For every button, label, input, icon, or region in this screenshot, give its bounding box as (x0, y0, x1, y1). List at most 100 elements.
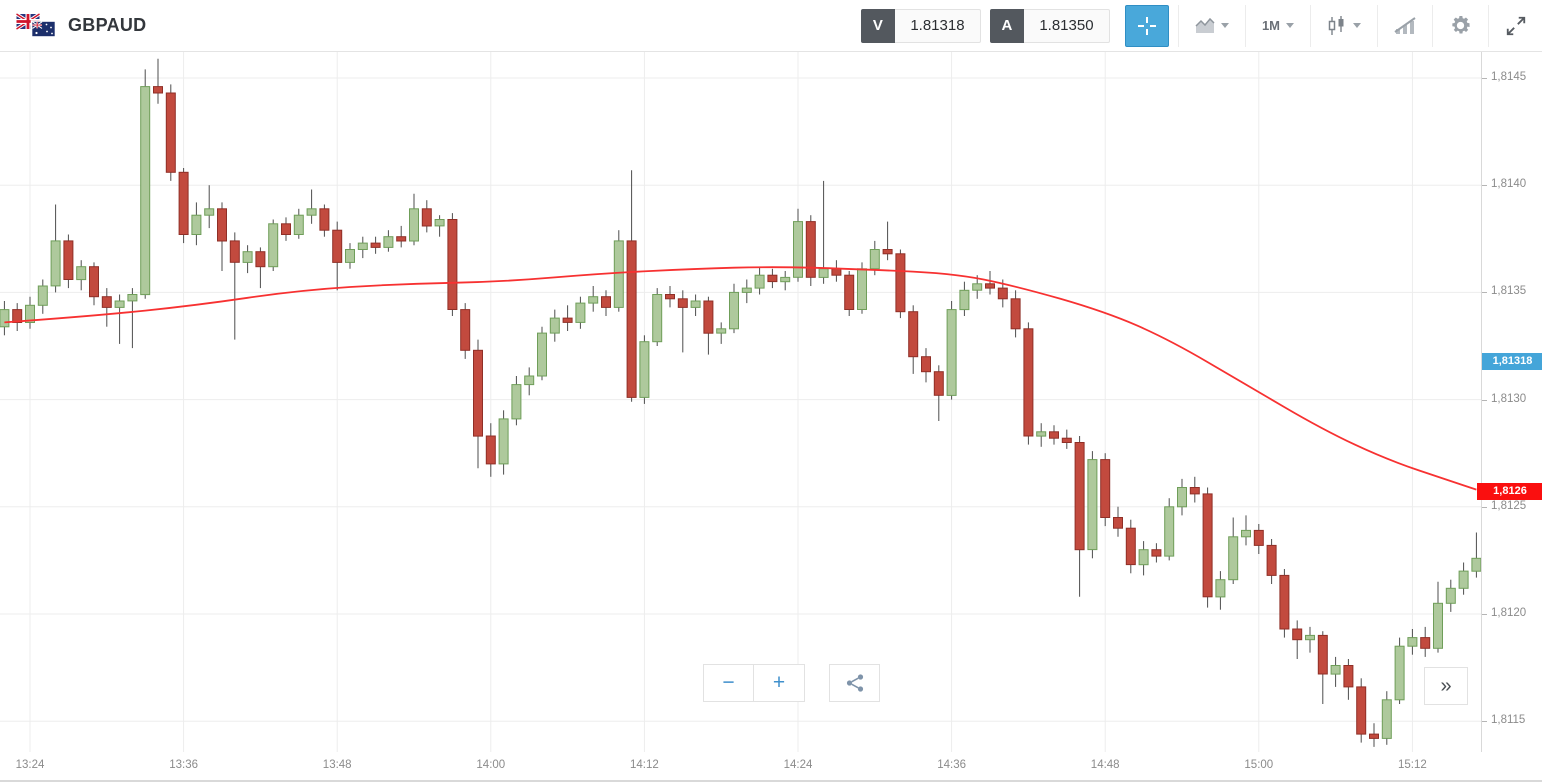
candle-up (1330, 665, 1341, 675)
candle-up (268, 223, 279, 268)
y-axis-label: 1,8125 (1481, 499, 1527, 512)
share-button[interactable] (829, 664, 880, 702)
crosshair-icon (1137, 16, 1156, 35)
timeframe-dropdown[interactable]: 1M (1255, 5, 1301, 47)
sell-letter[interactable]: V (860, 8, 895, 43)
candle-up (204, 208, 215, 216)
symbol-title: GBPAUD (68, 15, 147, 35)
candle-up (716, 328, 727, 334)
candle-up (76, 266, 87, 281)
candle-down (217, 208, 227, 242)
chart-region: 1,81318 1,8126 1,8145 1,8140 1,8135 1,8130 1… (0, 52, 1542, 782)
candle-down (831, 268, 842, 276)
candle-down (447, 219, 458, 310)
candlestick-chart[interactable] (0, 52, 1481, 752)
y-axis-label: 1,8115 (1481, 714, 1526, 727)
candle-down (895, 253, 906, 313)
candle-down (1151, 549, 1162, 557)
candle-down (1010, 298, 1021, 330)
zoom-in-button[interactable]: + (754, 664, 805, 702)
candle-up (1138, 549, 1149, 566)
gbpaud-flag-icon (16, 13, 56, 38)
candle-up (37, 285, 48, 306)
buy-price[interactable]: 1.81350 (1023, 8, 1110, 43)
zoom-out-button[interactable]: − (703, 664, 754, 702)
candle-down (882, 249, 893, 255)
candle-up (1433, 602, 1443, 649)
candle-up (50, 240, 61, 287)
candle-up (0, 309, 10, 328)
candle-up (1215, 579, 1226, 598)
candle-up (613, 240, 624, 308)
candle-down (1317, 634, 1328, 675)
buy-button[interactable]: A 1.81350 (989, 8, 1110, 43)
candle-down (473, 349, 483, 437)
y-axis-label: 1,8120 (1481, 607, 1527, 619)
candle-up (729, 291, 739, 330)
chart-type-dropdown[interactable] (1188, 5, 1236, 47)
candle-up (639, 341, 650, 398)
time-axis[interactable]: 13:24 13:36 13:48 14:00 14:12 14:24 14:36 14:48… (0, 752, 1481, 782)
candle-down (767, 274, 778, 283)
candle-down (319, 208, 330, 231)
x-axis-label: 15:00 (1244, 759, 1274, 771)
candle-down (985, 283, 995, 289)
expand-icon (1506, 16, 1526, 35)
candle-down (332, 229, 343, 263)
collapse-panel-button[interactable]: » (1424, 667, 1468, 705)
candle-up (409, 208, 419, 242)
candle-down (485, 435, 496, 465)
candle-down (921, 356, 931, 373)
timeframe-label: 1M (1261, 18, 1280, 33)
candle-up (1471, 557, 1481, 572)
candle-down (101, 296, 112, 308)
candle-up (114, 300, 125, 308)
candle-up (793, 221, 803, 278)
gear-icon (1452, 16, 1470, 34)
candle-down (933, 371, 944, 396)
candle-down (1074, 442, 1085, 551)
buy-letter[interactable]: A (989, 8, 1024, 43)
candle-up (1228, 536, 1239, 581)
candle-up (754, 274, 765, 289)
settings-button[interactable] (1442, 5, 1479, 47)
candle-down (1202, 493, 1213, 598)
x-axis-label: 14:12 (630, 759, 659, 771)
candle-up (946, 309, 957, 396)
price-axis[interactable]: 1,81318 1,8126 1,8145 1,8140 1,8135 1,8130 1… (1477, 52, 1542, 752)
candle-up (191, 214, 202, 235)
candle-up (498, 418, 509, 465)
candle-up (857, 268, 867, 311)
candle-up (959, 289, 970, 311)
indicators-button[interactable] (1387, 5, 1423, 47)
toolbar-separator (1310, 4, 1311, 47)
fullscreen-button[interactable] (1498, 5, 1534, 47)
candle-down (703, 300, 714, 334)
toolbar-separator (1432, 4, 1433, 47)
candle-up (140, 86, 151, 296)
sell-button[interactable]: V 1.81318 (860, 8, 981, 43)
candle-up (652, 294, 663, 343)
candle-up (972, 283, 983, 291)
share-icon (846, 674, 863, 692)
chevron-down-icon (1286, 23, 1294, 28)
x-axis-label: 14:00 (476, 759, 506, 771)
candle-up (293, 214, 304, 235)
candle-down (153, 86, 163, 94)
x-axis-label: 13:36 (169, 759, 198, 771)
candle-up (549, 317, 560, 334)
candle-up (511, 384, 522, 420)
candle-up (345, 249, 355, 263)
toolbar-separator (1488, 4, 1489, 47)
candle-up (1381, 699, 1392, 739)
candle-down (255, 251, 266, 268)
sell-price[interactable]: 1.81318 (894, 8, 981, 43)
y-axis-label: 1,8130 (1481, 392, 1527, 405)
crosshair-toggle-button[interactable] (1124, 4, 1169, 47)
candle-down (562, 317, 573, 323)
candle-style-dropdown[interactable] (1320, 5, 1368, 47)
candle-up (1036, 431, 1047, 437)
bottom-edge-divider (0, 780, 1542, 782)
candle-down (1113, 517, 1123, 529)
candle-up (383, 236, 394, 248)
